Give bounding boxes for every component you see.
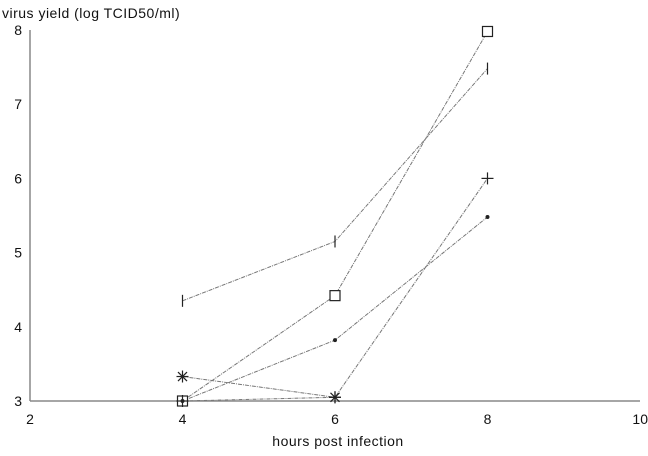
data-point-dot [485, 214, 490, 219]
y-tick-label: 6 [14, 170, 22, 186]
data-point-asterisk [329, 391, 341, 404]
series-markers [176, 25, 494, 407]
x-tick-label: 4 [179, 411, 187, 427]
y-axis-title: virus yield (log TCID50/ml) [2, 5, 180, 21]
series-line-vertical-bar [182, 68, 488, 302]
series-line-asterisk [182, 376, 336, 398]
y-tick-label: 7 [14, 96, 22, 112]
x-tick-label: 10 [632, 411, 648, 427]
data-point-asterisk [176, 370, 189, 383]
x-tick-label: 2 [26, 411, 34, 427]
x-tick-label: 8 [484, 411, 492, 427]
data-point-square [481, 25, 494, 38]
data-point-dot [180, 399, 185, 404]
y-tick-label: 4 [14, 319, 22, 335]
x-axis-title: hours post infection [272, 433, 403, 449]
series-lines [182, 31, 488, 402]
y-tick-label: 8 [14, 22, 22, 38]
data-point-square [329, 290, 341, 302]
series-line-plus [182, 178, 488, 402]
series-line-square [182, 31, 488, 402]
tick-labels: 2 4 6 8 10 3 4 5 6 7 8 [14, 22, 648, 427]
y-tick-label: 3 [14, 393, 22, 409]
x-tick-label: 6 [331, 411, 339, 427]
data-point-plus [481, 172, 494, 185]
y-tick-label: 5 [14, 245, 22, 261]
data-point-dot [333, 338, 338, 343]
